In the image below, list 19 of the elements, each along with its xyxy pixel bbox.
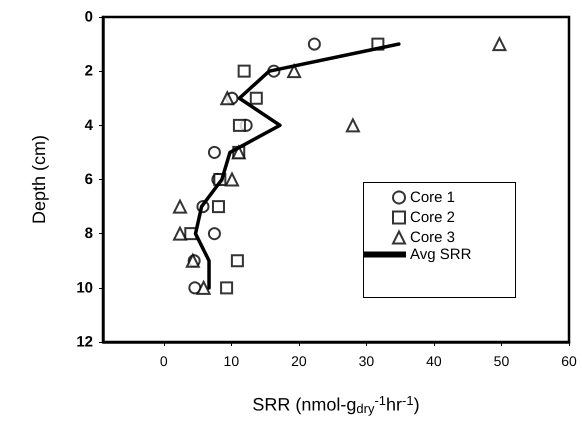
y-tick-label: 8	[84, 225, 93, 242]
x-tick-label: 40	[426, 353, 442, 369]
y-tick-label: 2	[84, 62, 93, 80]
legend-label: Core 1	[410, 189, 456, 206]
y-tick-label: 10	[76, 279, 93, 296]
legend-label: Core 2	[410, 209, 456, 226]
x-tick-label: 30	[358, 353, 374, 369]
y-tick-label: 12	[76, 334, 93, 350]
y-tick-label: 6	[84, 171, 93, 188]
x-tick-label: 60	[561, 353, 577, 369]
y-tick-label: 0	[84, 8, 93, 26]
y-axis-title: Depth (cm)	[29, 134, 49, 224]
legend-label: Avg SRR	[410, 246, 472, 263]
x-tick-label: 20	[291, 353, 307, 369]
x-tick-label: 50	[494, 353, 510, 369]
y-tick-label: 4	[84, 116, 94, 134]
x-tick-label: 0	[160, 353, 168, 369]
x-tick-label: 10	[224, 353, 240, 369]
legend-label: Core 3	[410, 229, 456, 246]
